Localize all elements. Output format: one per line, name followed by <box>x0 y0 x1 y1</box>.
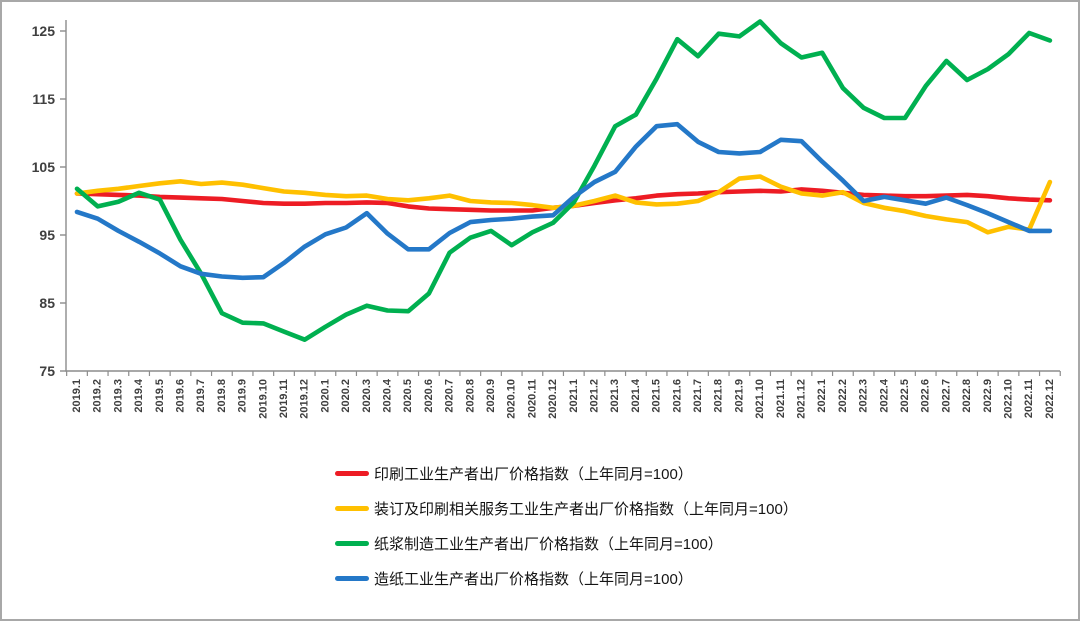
y-tick-label: 115 <box>32 91 55 107</box>
legend-item-binding-printing-services: 装订及印刷相关服务工业生产者出厂价格指数（上年同月=100） <box>335 491 798 526</box>
x-tick-label: 2020.6 <box>423 379 435 413</box>
x-tick-label: 2019.10 <box>257 379 269 419</box>
x-tick-label: 2021.10 <box>754 379 766 419</box>
x-tick-label: 2020.3 <box>361 379 373 413</box>
legend-label-papermaking: 造纸工业生产者出厂价格指数（上年同月=100） <box>374 571 693 588</box>
x-tick-label: 2021.3 <box>609 379 621 413</box>
x-tick-label: 2022.8 <box>961 379 973 413</box>
x-tick-label: 2021.7 <box>692 379 704 413</box>
x-tick-label: 2019.1 <box>71 379 83 413</box>
x-tick-label: 2022.3 <box>858 379 870 413</box>
x-tick-label: 2019.2 <box>92 379 104 413</box>
x-tick-label: 2022.7 <box>940 379 952 413</box>
x-tick-label: 2020.7 <box>444 379 456 413</box>
series-line-pulp-manufacturing <box>74 19 1053 343</box>
line-chart-canvas: 75 85 95 105 115 125 2019.1 2019.2 2019.3 2019.4 2… <box>32 19 1061 419</box>
legend-label-pulp-manufacturing: 纸浆制造工业生产者出厂价格指数（上年同月=100） <box>374 536 723 553</box>
x-tick-label: 2019.7 <box>195 379 207 413</box>
x-tick-label: 2020.1 <box>319 379 331 413</box>
y-tick-label: 85 <box>39 295 55 311</box>
y-tick-label: 75 <box>39 363 55 379</box>
x-tick-label: 2022.6 <box>920 379 932 413</box>
y-tick-label: 95 <box>39 227 55 243</box>
x-tick-label: 2019.12 <box>299 379 311 419</box>
x-tick-label: 2020.5 <box>402 379 414 413</box>
x-tick-label: 2020.4 <box>382 378 394 413</box>
x-tick-label: 2021.2 <box>589 379 601 413</box>
x-tick-label: 2022.2 <box>837 379 849 413</box>
legend-label-printing: 印刷工业生产者出厂价格指数（上年同月=100） <box>374 466 693 483</box>
legend-label-binding-printing-services: 装订及印刷相关服务工业生产者出厂价格指数（上年同月=100） <box>374 501 798 518</box>
legend-swatch-yellow <box>335 506 369 511</box>
x-tick-label: 2020.11 <box>526 379 538 418</box>
x-tick-label: 2019.3 <box>112 379 124 413</box>
x-tick-label: 2019.6 <box>175 379 187 413</box>
x-tick-label: 2021.1 <box>568 379 580 413</box>
x-tick-label: 2019.9 <box>237 379 249 413</box>
x-tick-label: 2019.5 <box>154 379 166 413</box>
x-tick-label: 2019.11 <box>278 379 290 418</box>
legend-item-printing: 印刷工业生产者出厂价格指数（上年同月=100） <box>335 456 798 491</box>
x-tick-label: 2021.6 <box>671 379 683 413</box>
x-tick-label: 2021.12 <box>796 379 808 419</box>
x-tick-label: 2019.8 <box>216 379 228 413</box>
series-line-papermaking <box>74 121 1053 281</box>
x-tick-label: 2022.10 <box>1003 379 1015 419</box>
x-tick-label: 2022.5 <box>899 379 911 413</box>
y-tick-label: 125 <box>32 23 56 39</box>
x-tick-label: 2019.4 <box>133 378 145 413</box>
legend-item-papermaking: 造纸工业生产者出厂价格指数（上年同月=100） <box>335 561 798 596</box>
x-tick-label: 2020.10 <box>506 379 518 419</box>
x-tick-label: 2022.11 <box>1023 379 1035 418</box>
x-tick-label: 2022.12 <box>1044 379 1056 419</box>
x-tick-label: 2020.2 <box>340 379 352 413</box>
x-tick-label: 2022.4 <box>878 378 890 413</box>
x-tick-label: 2020.9 <box>485 379 497 413</box>
x-tick-label: 2020.8 <box>464 379 476 413</box>
x-tick-label: 2022.1 <box>816 379 828 413</box>
x-tick-label: 2021.8 <box>713 379 725 413</box>
x-tick-label: 2021.5 <box>651 379 663 413</box>
legend-swatch-blue <box>335 576 369 581</box>
x-tick-label: 2020.12 <box>547 379 559 419</box>
legend-swatch-green <box>335 541 369 546</box>
legend-item-pulp-manufacturing: 纸浆制造工业生产者出厂价格指数（上年同月=100） <box>335 526 798 561</box>
x-tick-label: 2022.9 <box>982 379 994 413</box>
x-tick-label: 2021.4 <box>630 378 642 413</box>
x-tick-label: 2021.9 <box>733 379 745 413</box>
chart-legend: 印刷工业生产者出厂价格指数（上年同月=100） 装订及印刷相关服务工业生产者出厂… <box>335 456 798 596</box>
y-tick-label: 105 <box>32 159 56 175</box>
x-tick-label: 2021.11 <box>775 379 787 418</box>
legend-swatch-red <box>335 471 369 476</box>
